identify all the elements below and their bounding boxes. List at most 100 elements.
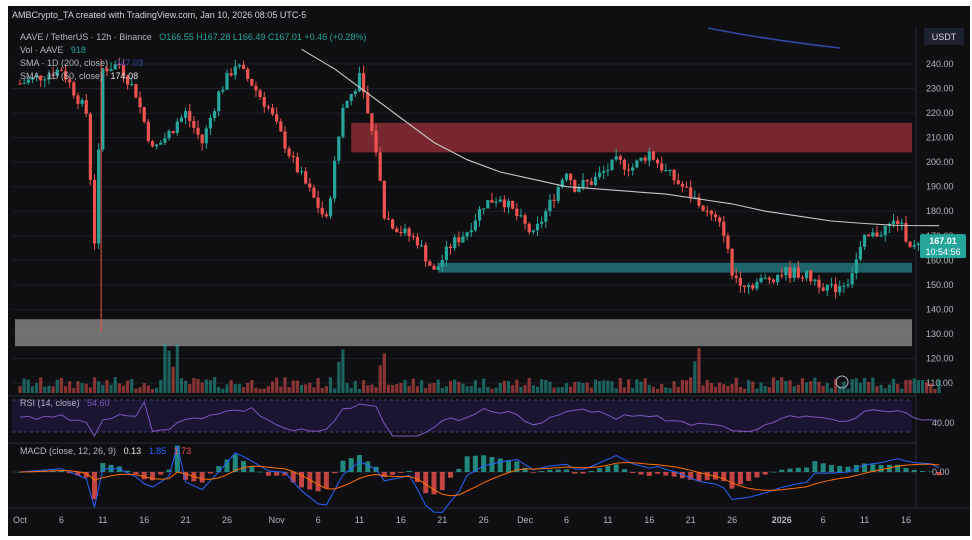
volume-bar bbox=[403, 380, 407, 393]
macd-histogram-bar bbox=[456, 468, 462, 472]
candle-body bbox=[250, 78, 254, 86]
volume-bar bbox=[246, 382, 250, 393]
candle-body bbox=[295, 156, 299, 173]
candle-body bbox=[68, 79, 72, 83]
time-tick-label: 16 bbox=[901, 515, 911, 525]
volume-bar bbox=[631, 387, 635, 393]
volume-bar bbox=[573, 381, 577, 393]
volume-bar bbox=[585, 382, 589, 393]
candle-body bbox=[858, 246, 863, 260]
volume-bar bbox=[689, 377, 693, 393]
volume-bar bbox=[374, 387, 378, 393]
price-tick-label: 140.00 bbox=[926, 304, 954, 314]
candle-body bbox=[833, 284, 838, 293]
macd-histogram-bar bbox=[928, 471, 934, 473]
volume-bar bbox=[850, 379, 854, 393]
macd-histogram-bar bbox=[282, 472, 288, 476]
volume-bar bbox=[391, 385, 395, 393]
candle-body bbox=[465, 232, 469, 237]
volume-bar bbox=[386, 384, 391, 393]
candle-body bbox=[217, 91, 221, 112]
candle-body bbox=[196, 127, 200, 135]
rsi-legend[interactable]: RSI (14, close) 54.60 bbox=[20, 398, 110, 408]
candle-body bbox=[809, 270, 813, 282]
volume-bar bbox=[163, 344, 167, 393]
volume-bar bbox=[188, 384, 192, 393]
volume-bar bbox=[200, 382, 204, 393]
candle-body bbox=[184, 111, 188, 118]
macd-histogram-bar bbox=[265, 472, 271, 476]
candle-body bbox=[593, 176, 598, 185]
volume-bar bbox=[511, 385, 515, 393]
volume-bar bbox=[498, 383, 502, 393]
macd-histogram-bar bbox=[713, 472, 719, 480]
candle-body bbox=[643, 157, 647, 161]
candle-body bbox=[482, 208, 486, 210]
candle-body bbox=[275, 114, 279, 122]
ohlc-values: O166.55 H167.28 L166.49 C167.01 +0.46 (+… bbox=[159, 32, 367, 42]
candle-body bbox=[308, 183, 312, 188]
volume-legend[interactable]: Vol · AAVE 918 bbox=[20, 45, 86, 55]
candle-body bbox=[916, 243, 920, 245]
volume-bar bbox=[614, 388, 618, 393]
macd-signal-line bbox=[19, 461, 940, 497]
macd-histogram-bar bbox=[431, 472, 437, 495]
time-tick-label: 26 bbox=[727, 515, 737, 525]
candle-body bbox=[589, 181, 593, 185]
macd-histogram-bar bbox=[133, 472, 139, 475]
volume-bar bbox=[904, 379, 908, 393]
candle-body bbox=[270, 107, 275, 115]
macd-histogram-bar bbox=[721, 472, 727, 482]
volume-bar bbox=[502, 380, 506, 393]
volume-bar bbox=[693, 361, 697, 393]
time-tick-label: Oct bbox=[13, 515, 28, 525]
candle-body bbox=[283, 131, 287, 149]
candle-body bbox=[668, 169, 672, 171]
symbol-label: AAVE / TetherUS · 12h · Binance bbox=[20, 32, 152, 42]
price-tick-label: 240.00 bbox=[926, 59, 954, 69]
candle-body bbox=[556, 187, 560, 201]
macd-histogram-bar bbox=[17, 472, 23, 473]
sma200-legend[interactable]: SMA · 1D (200, close) 247.03 bbox=[20, 58, 143, 68]
candle-body bbox=[461, 236, 465, 243]
candle-body bbox=[813, 279, 817, 282]
volume-bar bbox=[370, 384, 374, 393]
candle-body bbox=[672, 169, 676, 181]
macd-legend[interactable]: MACD (close, 12, 26, 9) 0.13 1.85 1.73 bbox=[20, 446, 191, 456]
candle-body bbox=[155, 144, 159, 147]
candle-body bbox=[188, 111, 192, 121]
candle-body bbox=[304, 171, 308, 184]
candle-body bbox=[647, 151, 651, 161]
volume-bar bbox=[738, 386, 742, 393]
volume-bar bbox=[912, 378, 916, 393]
candle-body bbox=[780, 275, 784, 277]
candle-body bbox=[63, 70, 68, 80]
volume-bar bbox=[283, 377, 287, 393]
volume-bar bbox=[262, 388, 266, 393]
macd-histogram-bar bbox=[158, 472, 164, 475]
volume-bar bbox=[250, 380, 254, 393]
volume-bar bbox=[333, 388, 337, 393]
macd-histogram-bar bbox=[514, 461, 520, 472]
macd-line-value: 1.85 bbox=[148, 446, 167, 456]
volume-bar bbox=[43, 386, 47, 393]
time-tick-label: 2026 bbox=[772, 515, 792, 525]
volume-bar bbox=[237, 383, 242, 393]
volume-bar bbox=[59, 377, 63, 393]
candle-body bbox=[796, 267, 800, 278]
rsi-line bbox=[19, 400, 940, 438]
candle-body bbox=[631, 167, 635, 171]
candle-body bbox=[502, 199, 506, 208]
macd-histogram-bar bbox=[166, 469, 172, 472]
candle-body bbox=[345, 100, 349, 108]
sma50-legend[interactable]: SMA · 1D (50, close) 174.08 bbox=[20, 71, 138, 81]
volume-bar bbox=[411, 378, 415, 393]
macd-histogram-bar bbox=[638, 472, 644, 475]
symbol-legend[interactable]: AAVE / TetherUS · 12h · Binance O166.55 … bbox=[20, 32, 366, 42]
chart-svg[interactable]: USDT 240.00 230.00 220.00 210.00 200.00 190.00… bbox=[8, 6, 970, 536]
time-tick-label: 21 bbox=[686, 515, 696, 525]
volume-bar bbox=[444, 386, 449, 393]
candle-body bbox=[788, 267, 792, 278]
volume-bar bbox=[469, 386, 473, 393]
candle-body bbox=[523, 215, 527, 224]
